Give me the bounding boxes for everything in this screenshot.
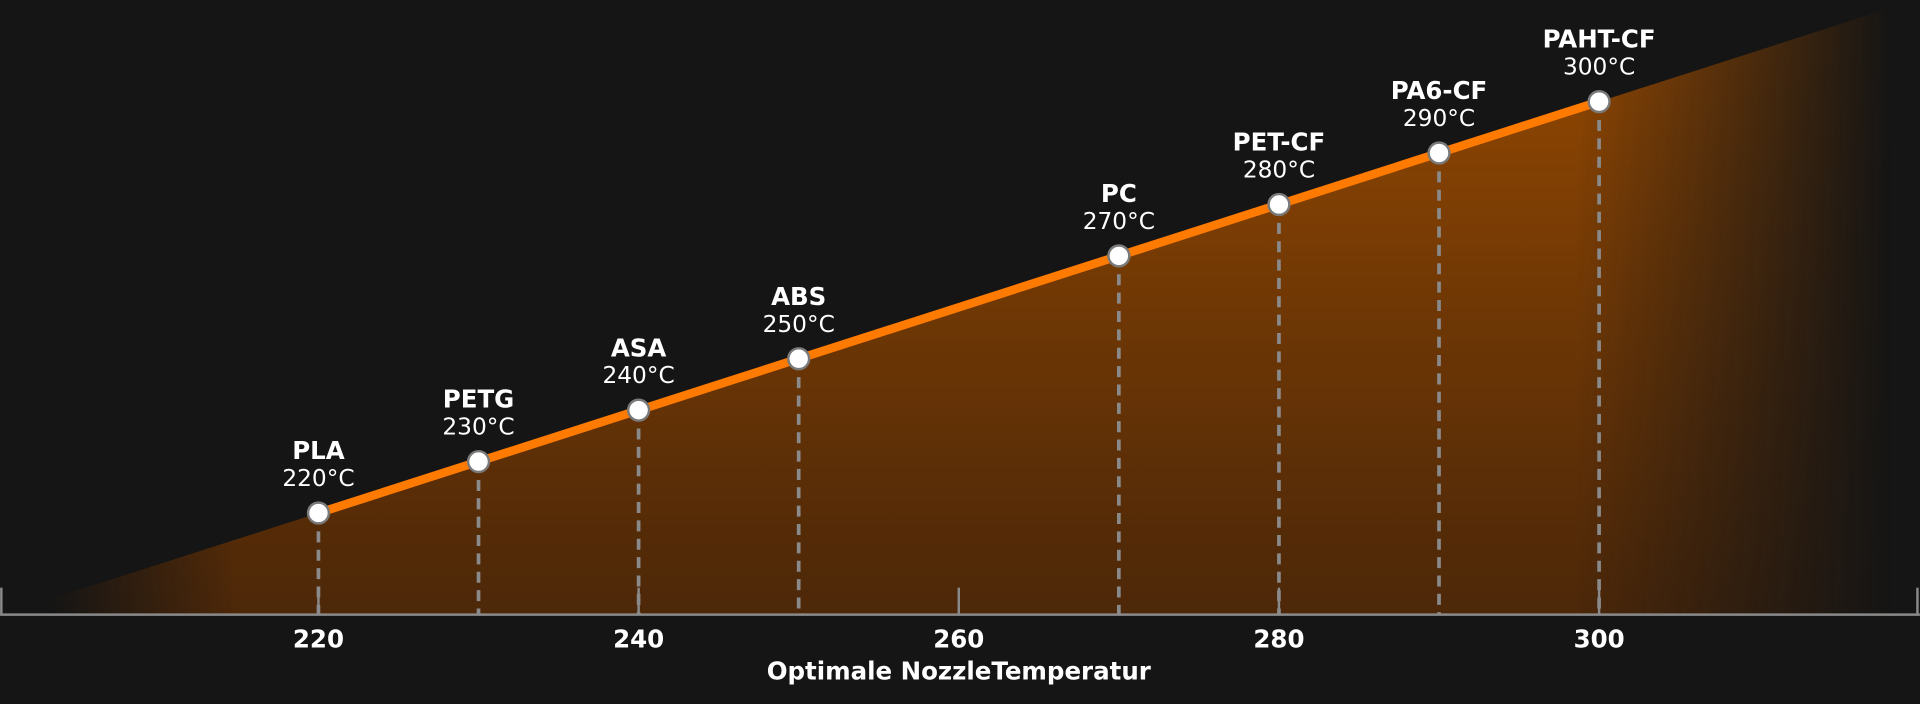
data-point [787,347,811,371]
data-point [1107,244,1131,268]
point-label: PETG [443,385,514,414]
x-tick-label: 280 [1253,625,1304,654]
point-label: PLA [292,436,345,465]
point-label: PAHT-CF [1543,25,1656,54]
point-label: ABS [771,282,826,311]
data-point [1587,89,1611,114]
x-tick-label: 260 [933,625,984,654]
point-label: PC [1101,179,1137,208]
point-value: 220°C [282,465,354,492]
x-tick-label: 240 [613,625,664,654]
point-label: PA6-CF [1391,76,1487,105]
x-tick-label: 220 [293,625,344,654]
data-point [1267,192,1291,217]
point-value: 290°C [1403,105,1475,132]
series-line [317,97,1601,518]
data-point [626,398,651,422]
point-value: 240°C [602,362,674,389]
point-label: PET-CF [1233,128,1326,157]
x-tick-label: 300 [1574,625,1625,654]
point-label: ASA [611,333,667,362]
data-point [1427,141,1451,165]
data-point [306,501,331,525]
point-value: 270°C [1083,208,1155,235]
point-value: 250°C [763,311,835,338]
point-value: 300°C [1563,54,1635,81]
data-point [466,449,491,474]
x-axis-label: Optimale NozzleTemperatur [767,657,1151,686]
point-value: 280°C [1243,157,1315,184]
point-value: 230°C [442,414,514,441]
